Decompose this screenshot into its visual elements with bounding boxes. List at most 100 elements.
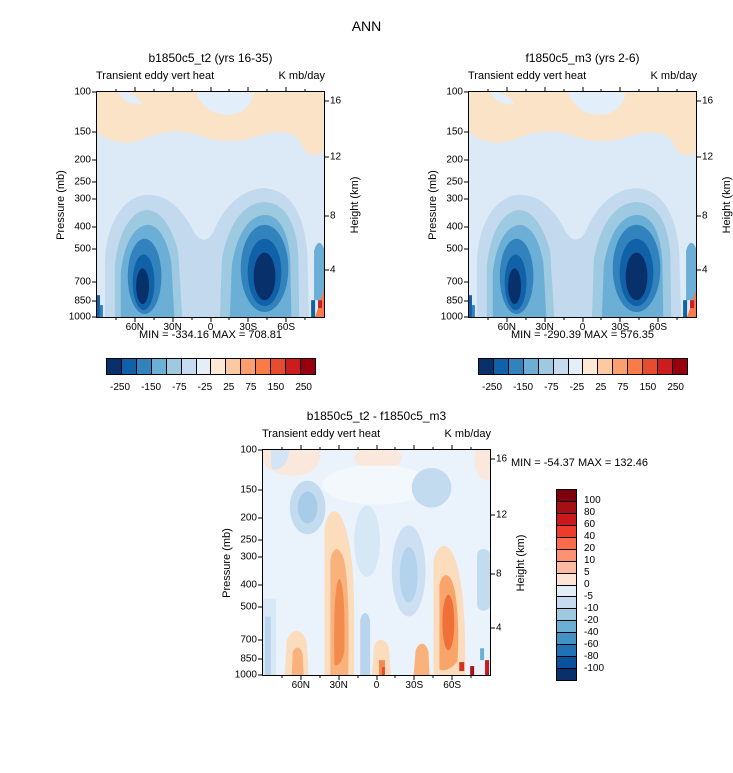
difference-colorbar-labels: 100 80 60 40 20 10 5 0 -5 -10 -20 -40 -60 -80 -100	[584, 496, 604, 674]
latitude-tick	[544, 317, 546, 322]
height-tick	[324, 156, 329, 158]
colorbar-swatch	[557, 573, 576, 586]
latitude-tick	[376, 445, 377, 450]
pressure-tick-label: 1000	[68, 311, 91, 323]
latitude-tick	[247, 87, 249, 92]
pressure-tick-label: 500	[240, 601, 257, 613]
pressure-tick	[92, 281, 97, 283]
pressure-tick	[464, 248, 469, 250]
colorbar-swatch	[557, 537, 576, 550]
latitude-minor-tick	[319, 675, 321, 678]
contour-field-image	[97, 92, 324, 317]
colorbar	[106, 358, 316, 375]
latitude-minor-tick	[153, 317, 155, 320]
latitude-tick	[285, 317, 287, 322]
colorbar-swatch	[557, 609, 576, 622]
height-tick-label: 8	[702, 210, 708, 222]
latitude-tick	[657, 317, 659, 322]
latitude-tick	[338, 675, 340, 680]
colorbar-swatch	[568, 359, 584, 374]
latitude-minor-tick	[600, 317, 602, 320]
pressure-tick-label: 700	[240, 634, 257, 646]
latitude-tick	[619, 87, 621, 92]
colorbar-swatch	[181, 359, 197, 374]
height-tick-label: 12	[496, 509, 508, 521]
height-tick-label: 8	[330, 210, 336, 222]
pressure-tick-label: 250	[74, 176, 91, 188]
colorbar-swatch	[658, 359, 673, 374]
height-tick-label: 8	[496, 568, 502, 580]
pressure-tick	[92, 181, 97, 183]
colorbar-tick-label: 0	[584, 579, 590, 590]
colorbar-tick-label: -80	[584, 651, 599, 662]
panel-top-right: f1850c5_m3 (yrs 2-6) Transient eddy vert…	[427, 51, 733, 393]
colorbar-tick-label: 150	[639, 382, 657, 393]
latitude-tick-label: 30N	[535, 322, 554, 333]
colorbar-tick-label: 25	[595, 382, 607, 393]
height-tick	[324, 269, 329, 271]
latitude-tick-label: 30N	[329, 680, 348, 691]
latitude-tick	[300, 675, 302, 680]
contour-field-image	[263, 450, 490, 675]
panel-top-left: b1850c5_t2 (yrs 16-35) Transient eddy ve…	[55, 51, 361, 393]
colorbar-swatch	[226, 359, 242, 374]
colorbar-swatch	[538, 359, 554, 374]
latitude-tick	[300, 445, 302, 450]
colorbar-tick-label: -25	[197, 382, 213, 393]
height-tick	[490, 458, 495, 460]
height-tick-label: 4	[330, 264, 336, 276]
colorbar-swatch	[557, 501, 576, 514]
latitude-minor-tick	[487, 317, 489, 320]
pressure-tick-label: 200	[446, 154, 463, 166]
pressure-tick-label: 1000	[440, 311, 463, 323]
colorbar-tick-label: -75	[544, 382, 559, 393]
height-tick-label: 12	[330, 151, 342, 163]
height-axis-title: Height (km)	[515, 534, 527, 591]
height-tick-label: 4	[496, 622, 502, 634]
pressure-tick	[92, 131, 97, 133]
pressure-tick-label: 100	[446, 86, 463, 98]
colorbar-tick-label: -60	[584, 639, 599, 650]
pressure-tick	[92, 300, 97, 302]
latitude-tick	[285, 87, 287, 92]
panel-title: f1850c5_m3 (yrs 2-6)	[525, 51, 640, 65]
colorbar-swatch	[557, 490, 576, 502]
season-title: ANN	[351, 18, 382, 34]
colorbar-tick-label: 150	[267, 382, 285, 393]
latitude-tick	[451, 445, 453, 450]
colorbar-swatch	[166, 359, 182, 374]
latitude-tick	[413, 675, 415, 680]
latitude-tick-label: 0	[373, 680, 380, 691]
colorbar-swatch	[241, 359, 257, 374]
colorbar-swatch	[151, 359, 167, 374]
latitude-tick-label: 60S	[443, 680, 462, 691]
pressure-tick	[92, 316, 97, 318]
colorbar-swatch	[508, 359, 524, 374]
units-label: K mb/day	[444, 428, 491, 440]
pressure-tick-label: 150	[240, 484, 257, 496]
pressure-tick	[258, 584, 263, 586]
latitude-minor-tick	[432, 675, 434, 678]
colorbar-swatch	[479, 359, 494, 374]
latitude-minor-tick	[304, 89, 306, 92]
colorbar-tick-label: -40	[584, 627, 599, 638]
pressure-tick	[258, 674, 263, 676]
colorbar-tick-label: 5	[584, 567, 590, 578]
latitude-tick-label: 60N	[291, 680, 311, 691]
pressure-tick	[464, 91, 469, 93]
colorbar-swatch	[196, 359, 212, 374]
latitude-minor-tick	[600, 89, 602, 92]
colorbar-swatch	[121, 359, 137, 374]
colorbar-swatch	[300, 359, 315, 374]
contour-plot: Pressure (mb) Height (km) 100 150 200 250 30…	[427, 87, 733, 334]
height-axis-title: Height (km)	[349, 176, 361, 233]
pressure-tick-label: 850	[240, 653, 257, 665]
colorbar-swatch	[557, 597, 576, 610]
pressure-tick-label: 250	[240, 534, 257, 546]
colorbar-swatch	[557, 645, 576, 658]
latitude-minor-tick	[357, 447, 359, 450]
height-tick-label: 16	[496, 453, 508, 465]
latitude-minor-tick	[191, 317, 193, 320]
colorbar-swatch	[557, 585, 576, 598]
